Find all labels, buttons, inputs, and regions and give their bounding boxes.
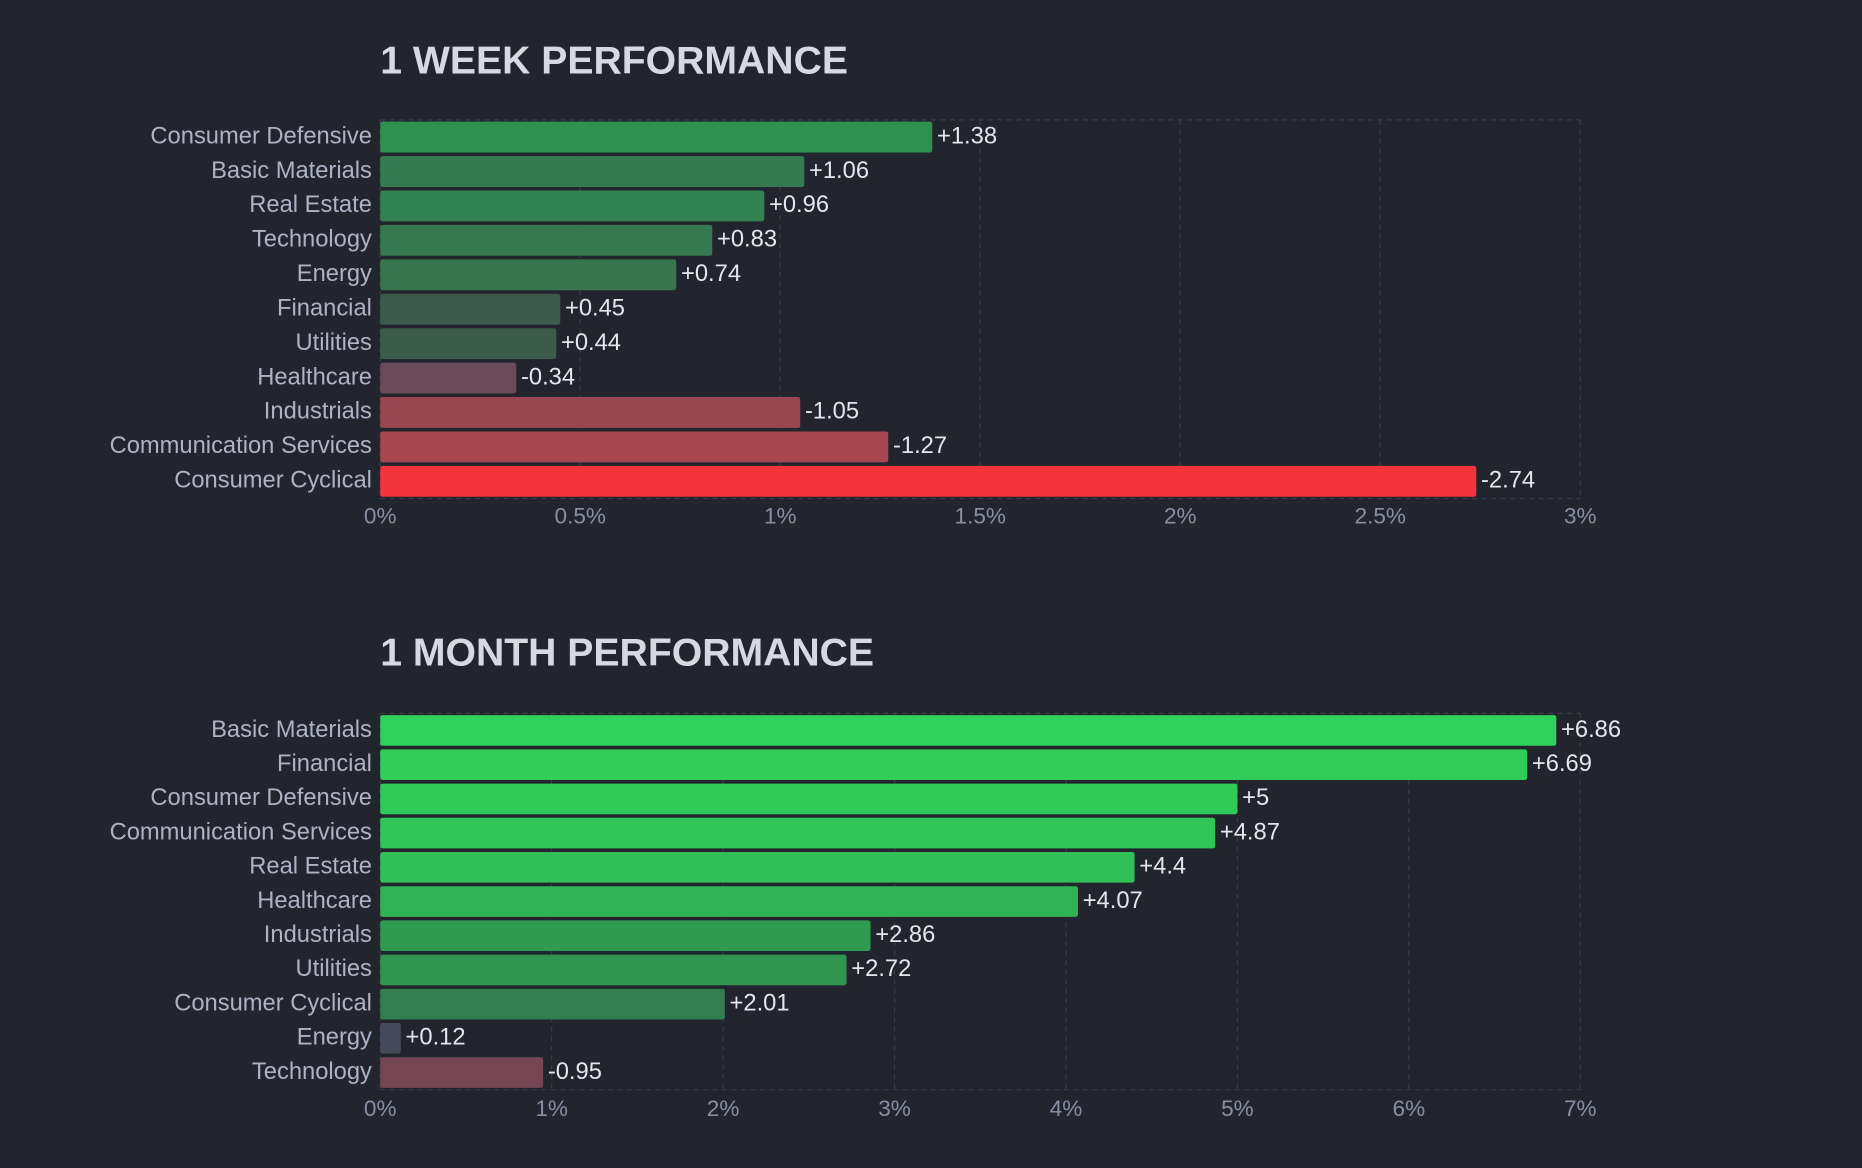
category-label: Communication Services xyxy=(110,819,372,845)
category-label: Financial xyxy=(277,751,372,777)
x-tick-label: 5% xyxy=(1221,1096,1254,1121)
value-label: +0.12 xyxy=(406,1025,466,1051)
category-label: Utilities xyxy=(295,330,371,356)
value-label: -0.34 xyxy=(521,364,575,390)
bar xyxy=(380,431,889,463)
x-tick-label: 7% xyxy=(1564,1096,1597,1121)
bar xyxy=(380,397,801,428)
category-label: Industrials xyxy=(264,922,372,948)
value-label: +5 xyxy=(1242,785,1269,811)
bar xyxy=(380,328,557,360)
bar xyxy=(380,156,805,187)
value-label: -1.05 xyxy=(805,399,859,425)
category-label: Industrials xyxy=(264,399,372,425)
bar xyxy=(380,988,725,1020)
x-tick-label: 0% xyxy=(364,503,397,528)
value-label: +2.01 xyxy=(730,990,790,1016)
x-tick-label: 2.5% xyxy=(1355,503,1406,528)
value-label: +0.45 xyxy=(565,295,625,321)
category-label: Technology xyxy=(252,1059,372,1085)
value-label: +6.69 xyxy=(1532,751,1592,777)
value-label: -1.27 xyxy=(893,433,947,459)
category-label: Utilities xyxy=(295,956,371,982)
chart-title: 1 WEEK PERFORMANCE xyxy=(380,39,848,82)
category-label: Consumer Cyclical xyxy=(174,468,372,494)
category-label: Communication Services xyxy=(110,433,372,459)
bar xyxy=(380,749,1528,781)
category-label: Energy xyxy=(297,1025,372,1051)
value-label: +4.87 xyxy=(1220,819,1280,845)
category-label: Technology xyxy=(252,227,372,253)
value-label: +0.96 xyxy=(769,192,829,218)
category-label: Healthcare xyxy=(257,364,372,390)
x-tick-label: 0% xyxy=(364,1096,397,1121)
x-tick-label: 1% xyxy=(535,1096,568,1121)
bar xyxy=(380,851,1135,883)
bar xyxy=(380,121,933,153)
bar xyxy=(380,224,713,256)
value-label: -2.74 xyxy=(1481,468,1535,494)
bar xyxy=(380,190,765,222)
bar xyxy=(380,886,1078,917)
value-label: +1.38 xyxy=(937,123,997,149)
value-label: +2.86 xyxy=(875,922,935,948)
bar xyxy=(380,465,1477,497)
x-tick-label: 1% xyxy=(764,503,797,528)
bar xyxy=(380,817,1216,849)
x-tick-label: 3% xyxy=(1564,503,1597,528)
bar xyxy=(380,362,517,394)
bar xyxy=(380,1023,401,1054)
category-label: Consumer Cyclical xyxy=(174,990,372,1016)
category-label: Consumer Defensive xyxy=(150,123,371,149)
value-label: +2.72 xyxy=(851,956,911,982)
category-label: Energy xyxy=(297,261,372,287)
x-tick-label: 0.5% xyxy=(555,503,606,528)
value-label: +0.74 xyxy=(681,261,741,287)
x-tick-label: 4% xyxy=(1050,1096,1083,1121)
value-label: +4.07 xyxy=(1083,888,1143,914)
x-tick-label: 2% xyxy=(707,1096,740,1121)
bar xyxy=(380,783,1238,815)
bar xyxy=(380,259,677,291)
chart-title: 1 MONTH PERFORMANCE xyxy=(380,632,874,675)
value-label: +4.4 xyxy=(1139,854,1186,880)
x-tick-label: 6% xyxy=(1393,1096,1426,1121)
category-label: Basic Materials xyxy=(211,158,372,184)
category-label: Healthcare xyxy=(257,888,372,914)
category-label: Consumer Defensive xyxy=(150,785,371,811)
value-label: +6.86 xyxy=(1561,717,1621,743)
category-label: Real Estate xyxy=(249,854,372,880)
x-tick-label: 2% xyxy=(1164,503,1197,528)
value-label: +1.06 xyxy=(809,158,869,184)
bar xyxy=(380,920,871,952)
bar xyxy=(380,1057,544,1088)
category-label: Financial xyxy=(277,295,372,321)
bar xyxy=(380,954,847,986)
x-tick-label: 1.5% xyxy=(955,503,1006,528)
bar xyxy=(380,715,1557,746)
bar xyxy=(380,293,561,325)
value-label: -0.95 xyxy=(548,1059,602,1085)
category-label: Basic Materials xyxy=(211,717,372,743)
value-label: +0.83 xyxy=(717,227,777,253)
category-label: Real Estate xyxy=(249,192,372,218)
x-tick-label: 3% xyxy=(878,1096,911,1121)
value-label: +0.44 xyxy=(561,330,621,356)
